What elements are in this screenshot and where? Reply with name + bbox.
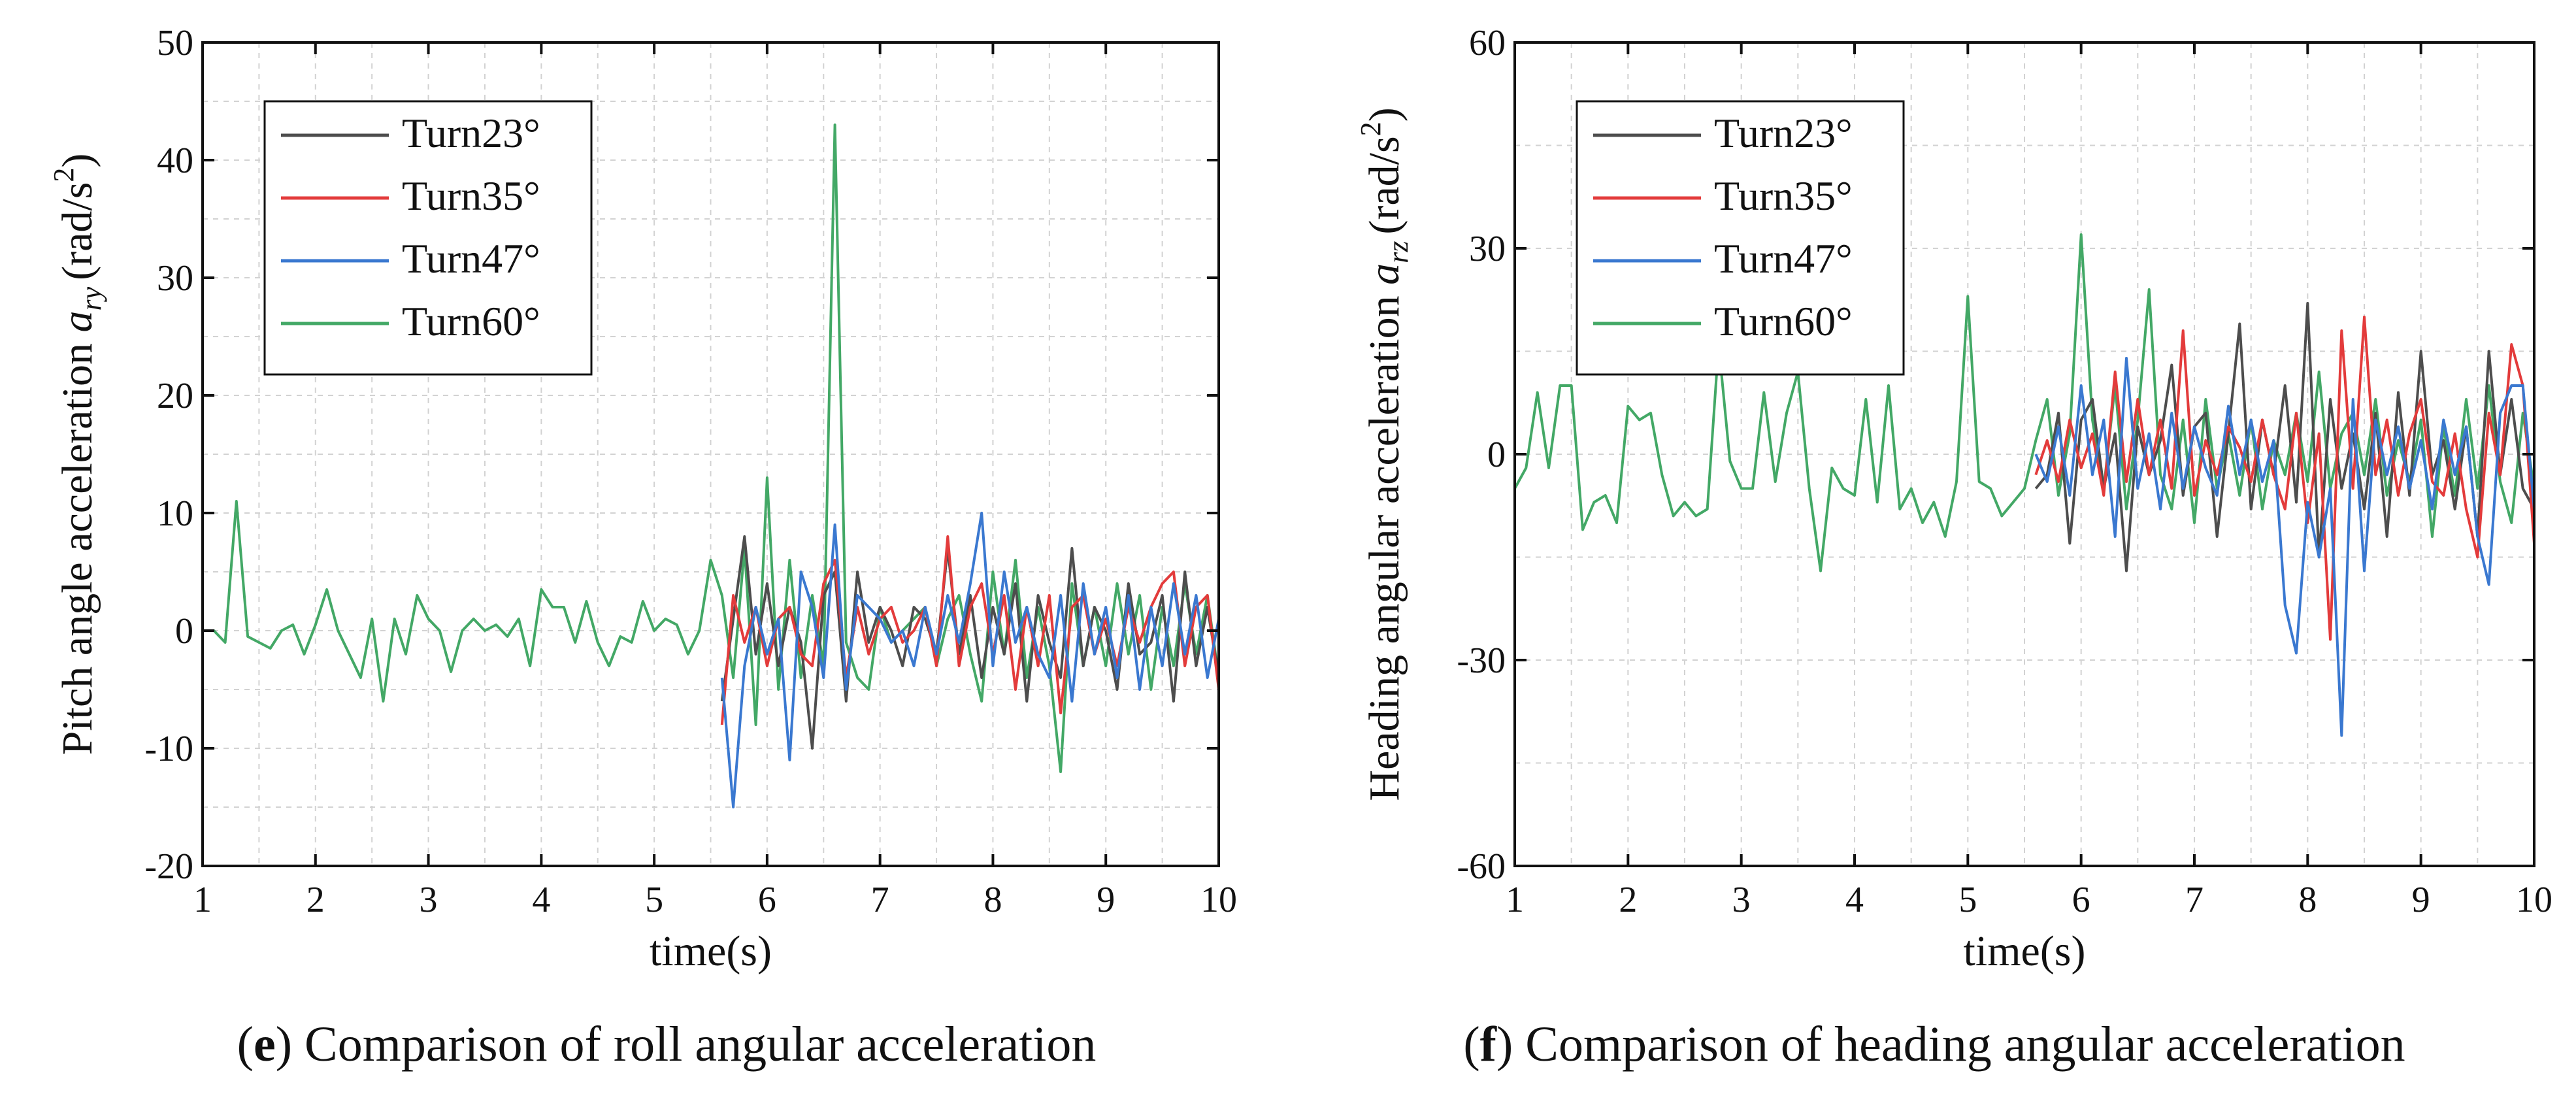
pf-xtick-label: 5 bbox=[1958, 880, 1977, 920]
pe-legend: Turn23° Turn35° Turn47° Turn60° bbox=[263, 100, 593, 376]
pe-ylabel-unit-exp: 2 bbox=[48, 168, 80, 182]
pe-xtick-label: 1 bbox=[193, 880, 212, 920]
pf-xtick-label: 10 bbox=[2516, 880, 2552, 920]
pe-xtick-label: 7 bbox=[871, 880, 889, 920]
pf-legend: Turn23° Turn35° Turn47° Turn60° bbox=[1576, 100, 1905, 376]
caption-f-text: Comparison of heading angular accelerati… bbox=[1525, 1017, 2405, 1072]
pf-legend-label: Turn60° bbox=[1714, 298, 1853, 344]
pe-legend-label: Turn47° bbox=[402, 235, 540, 282]
pe-ytick-label: -10 bbox=[144, 729, 193, 769]
pe-series-line bbox=[203, 124, 1220, 773]
panel-f: 1 2 3 4 5 6 7 8 9 10 -60 -30 0 30 60 time(s) Heading ang… bbox=[1355, 23, 2552, 975]
pf-ytick-label: -60 bbox=[1457, 846, 1506, 887]
pf-xtick-label: 8 bbox=[2298, 880, 2317, 920]
pf-ytick-label: 30 bbox=[1469, 229, 1506, 269]
pe-xtick-label: 2 bbox=[306, 880, 325, 920]
pf-legend-label: Turn23° bbox=[1714, 110, 1853, 156]
pe-ytick-label: -20 bbox=[144, 846, 193, 887]
pe-axes-frame bbox=[201, 41, 1220, 867]
pe-ylabel-subscript: ry bbox=[75, 286, 107, 310]
pe-ytick-label: 40 bbox=[157, 141, 193, 181]
pe-ylabel-unit: (rad/s bbox=[54, 182, 101, 280]
pe-xtick-label: 5 bbox=[645, 880, 663, 920]
pf-ytick-label: 60 bbox=[1469, 23, 1506, 63]
pe-ytick-label: 0 bbox=[175, 611, 193, 652]
pe-xlabel: time(s) bbox=[650, 927, 772, 975]
pf-ylabel-unit-close: ) bbox=[1361, 107, 1408, 122]
pe-legend-box bbox=[263, 100, 593, 376]
pe-grid bbox=[203, 42, 1219, 866]
pf-xtick-label: 6 bbox=[2072, 880, 2090, 920]
pf-xtick-label: 3 bbox=[1732, 880, 1751, 920]
pf-legend-label: Turn35° bbox=[1714, 173, 1853, 219]
pf-ytick-label: 0 bbox=[1487, 435, 1506, 475]
pf-ylabel-unit-exp: 2 bbox=[1355, 122, 1387, 136]
pe-xtick-label: 10 bbox=[1200, 880, 1237, 920]
pe-xtick-label: 6 bbox=[758, 880, 776, 920]
pe-legend-label: Turn35° bbox=[402, 173, 540, 219]
pe-xtick-label: 8 bbox=[983, 880, 1002, 920]
pf-xtick-label: 2 bbox=[1619, 880, 1637, 920]
pe-ylabel-unit-close: ) bbox=[54, 154, 101, 168]
pf-ytick-label: -30 bbox=[1457, 640, 1506, 681]
pe-ylabel: Pitch angle acceleration ary (rad/s2) bbox=[48, 154, 107, 755]
pf-xlabel: time(s) bbox=[1964, 927, 2086, 975]
pe-series-line bbox=[720, 535, 1220, 725]
pe-ylabel-symbol: a bbox=[54, 311, 101, 333]
caption-e: (e) Comparison of roll angular accelerat… bbox=[237, 1017, 1097, 1072]
pe-xtick-label: 3 bbox=[420, 880, 438, 920]
pf-series-line bbox=[1513, 233, 2535, 572]
caption-f: (f) Comparison of heading angular accele… bbox=[1463, 1017, 2405, 1072]
pf-ylabel-subscript: rz bbox=[1382, 241, 1414, 263]
pe-xtick-label: 4 bbox=[532, 880, 550, 920]
pe-ytick-label: 10 bbox=[157, 493, 193, 534]
pf-ylabel: Heading angular acceleration arz (rad/s2) bbox=[1355, 107, 1414, 801]
pe-series-line bbox=[720, 512, 1220, 808]
pf-legend-label: Turn47° bbox=[1714, 235, 1853, 282]
pe-ytick-label: 50 bbox=[157, 23, 193, 63]
pe-ylabel-text: Pitch angle acceleration bbox=[54, 333, 101, 755]
pe-legend-label: Turn23° bbox=[402, 110, 540, 156]
caption-e-letter: e bbox=[253, 1017, 276, 1072]
pe-xtick-label: 9 bbox=[1097, 880, 1115, 920]
pf-ylabel-text: Heading angular acceleration bbox=[1361, 285, 1408, 801]
pe-legend-label: Turn60° bbox=[402, 298, 540, 344]
panel-e: 1 2 3 4 5 6 7 8 9 10 -20 -10 0 10 20 30 40 50 time(s) Pitch… bbox=[48, 23, 1237, 975]
pf-series-line bbox=[2034, 357, 2535, 737]
pf-xtick-label: 1 bbox=[1506, 880, 1524, 920]
pf-ylabel-unit: (rad/s bbox=[1361, 136, 1408, 234]
caption-e-text: Comparison of roll angular acceleration bbox=[305, 1017, 1097, 1072]
pf-xtick-label: 9 bbox=[2412, 880, 2430, 920]
caption-f-letter: f bbox=[1479, 1017, 1496, 1072]
pe-ytick-label: 30 bbox=[157, 258, 193, 299]
pf-legend-box bbox=[1576, 100, 1905, 376]
pf-xtick-label: 4 bbox=[1845, 880, 1864, 920]
pf-xtick-label: 7 bbox=[2185, 880, 2204, 920]
pe-ytick-label: 20 bbox=[157, 376, 193, 416]
pf-ylabel-symbol: a bbox=[1361, 263, 1408, 285]
